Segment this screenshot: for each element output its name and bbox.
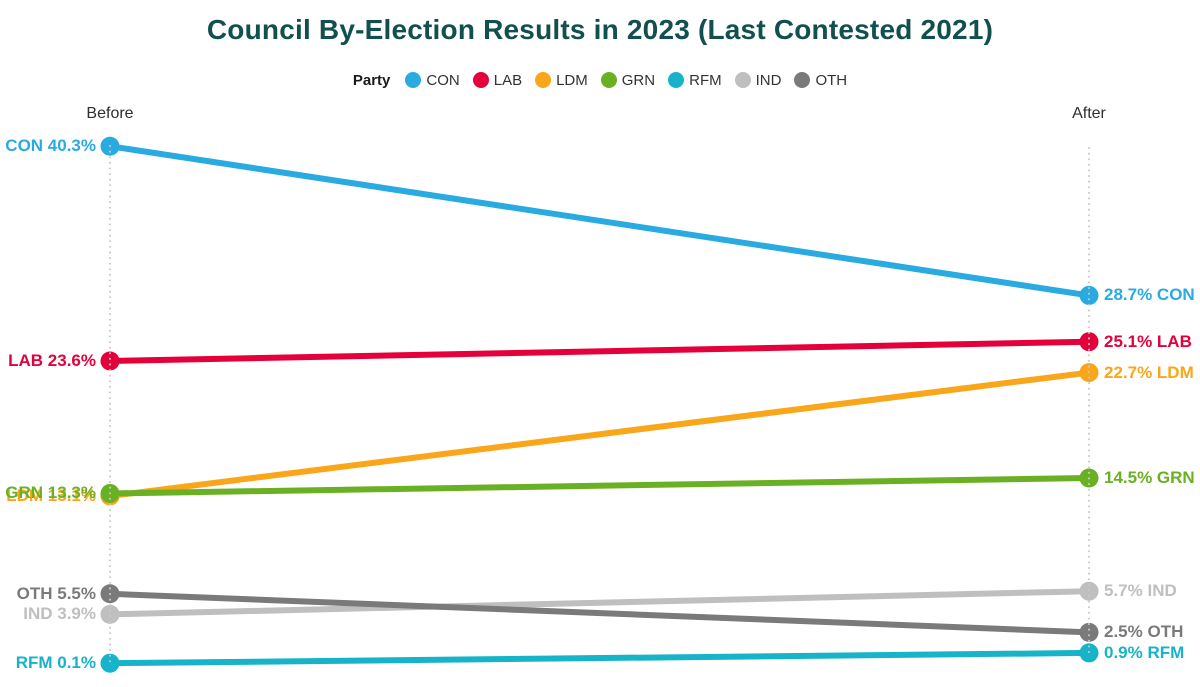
legend-swatch-lab-icon: [472, 72, 489, 88]
legend-swatch-ind-icon: [734, 72, 751, 88]
chart-title: Council By-Election Results in 2023 (Las…: [206, 14, 994, 45]
label-ldm-after: 22.7% LDM: [1104, 362, 1194, 382]
slope-line-con: [109, 143, 1090, 299]
legend-swatch-con-icon: [405, 72, 422, 88]
legend-item-lab: LAB: [472, 71, 523, 89]
point-lab-after: [1079, 332, 1099, 352]
point-lab-before: [100, 351, 120, 371]
label-ldm-before: LDM 13.1%: [6, 486, 96, 506]
legend-items: CON LAB LDM GRN RFM IND OTH: [405, 72, 847, 89]
legend-swatch-grn-icon: [600, 72, 617, 88]
legend-swatch-oth-icon: [794, 72, 811, 88]
legend-item-ind: IND: [734, 71, 782, 89]
column-header-after: After: [1072, 105, 1106, 122]
legend-label-ind: IND: [755, 71, 782, 89]
legend-label-rfm: RFM: [689, 71, 722, 89]
legend-label-lab: LAB: [493, 71, 523, 89]
label-rfm-before: RFM 0.1%: [15, 653, 96, 673]
legend-item-con: CON: [405, 71, 460, 89]
label-rfm-after: 0.9% RFM: [1104, 642, 1185, 662]
legend-item-oth: OTH: [794, 72, 847, 89]
legend-label-con: CON: [426, 71, 460, 89]
column-header-before: Before: [86, 105, 134, 122]
legend: Party CON LAB LDM GRN RFM IND OTH: [0, 70, 1200, 90]
label-con-after: 28.7% CON: [1104, 285, 1195, 305]
label-ind-before: IND 3.9%: [23, 604, 96, 624]
label-grn-after: 14.5% GRN: [1104, 468, 1195, 488]
label-grn-before: GRN 13.3%: [5, 483, 96, 503]
point-con-after: [1079, 285, 1099, 305]
label-ind-after: 5.7% IND: [1104, 581, 1177, 601]
slope-line-oth: [109, 590, 1090, 636]
label-oth-after: 2.5% OTH: [1104, 622, 1184, 642]
label-lab-before: LAB 23.6%: [8, 351, 96, 370]
legend-item-ldm: LDM: [535, 72, 588, 89]
point-ind-before: [100, 604, 120, 624]
legend-label-grn: GRN: [621, 71, 656, 89]
legend-label-oth: OTH: [815, 71, 848, 89]
point-rfm-before: [100, 653, 120, 673]
slope-line-lab: [109, 338, 1090, 365]
slope-line-ind: [109, 588, 1090, 618]
legend-title: Party: [352, 71, 391, 89]
slope-line-ldm: [109, 369, 1090, 500]
slope-line-rfm: [109, 649, 1090, 667]
legend-item-grn: GRN: [600, 71, 656, 89]
point-oth-after: [1079, 622, 1099, 642]
label-oth-before: OTH 5.5%: [16, 583, 96, 603]
legend-swatch-ldm-icon: [535, 72, 552, 88]
legend-label-ldm: LDM: [556, 71, 588, 89]
label-con-before: CON 40.3%: [5, 136, 96, 156]
slope-line-grn: [109, 475, 1090, 497]
label-lab-after: 25.1% LAB: [1104, 331, 1192, 351]
legend-item-rfm: RFM: [668, 72, 722, 89]
legend-swatch-rfm-icon: [668, 72, 685, 88]
